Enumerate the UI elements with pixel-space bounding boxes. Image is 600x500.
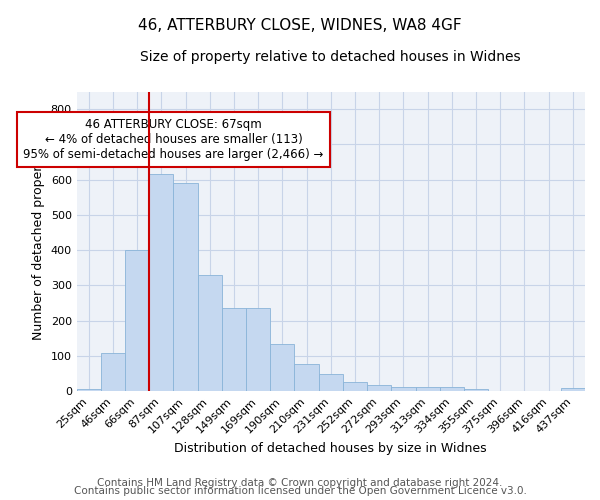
Text: Contains public sector information licensed under the Open Government Licence v3: Contains public sector information licen… [74, 486, 526, 496]
Bar [464, 390, 488, 391]
Text: Contains HM Land Registry data © Crown copyright and database right 2024.: Contains HM Land Registry data © Crown c… [97, 478, 503, 488]
Bar [270, 344, 295, 391]
Bar [416, 386, 440, 391]
Y-axis label: Number of detached properties: Number of detached properties [32, 143, 45, 340]
Bar [101, 354, 125, 391]
Bar [295, 364, 319, 391]
Bar [367, 385, 391, 391]
Bar [246, 308, 270, 391]
Text: 46, ATTERBURY CLOSE, WIDNES, WA8 4GF: 46, ATTERBURY CLOSE, WIDNES, WA8 4GF [138, 18, 462, 32]
Bar [77, 388, 101, 391]
Bar [197, 275, 222, 391]
Title: Size of property relative to detached houses in Widnes: Size of property relative to detached ho… [140, 50, 521, 64]
Bar [561, 388, 585, 391]
Bar [125, 250, 149, 391]
Bar [173, 183, 197, 391]
Bar [149, 174, 173, 391]
X-axis label: Distribution of detached houses by size in Widnes: Distribution of detached houses by size … [175, 442, 487, 455]
Bar [319, 374, 343, 391]
Bar [440, 388, 464, 391]
Bar [343, 382, 367, 391]
Text: 46 ATTERBURY CLOSE: 67sqm
← 4% of detached houses are smaller (113)
95% of semi-: 46 ATTERBURY CLOSE: 67sqm ← 4% of detach… [23, 118, 323, 161]
Bar [391, 386, 416, 391]
Bar [222, 308, 246, 391]
